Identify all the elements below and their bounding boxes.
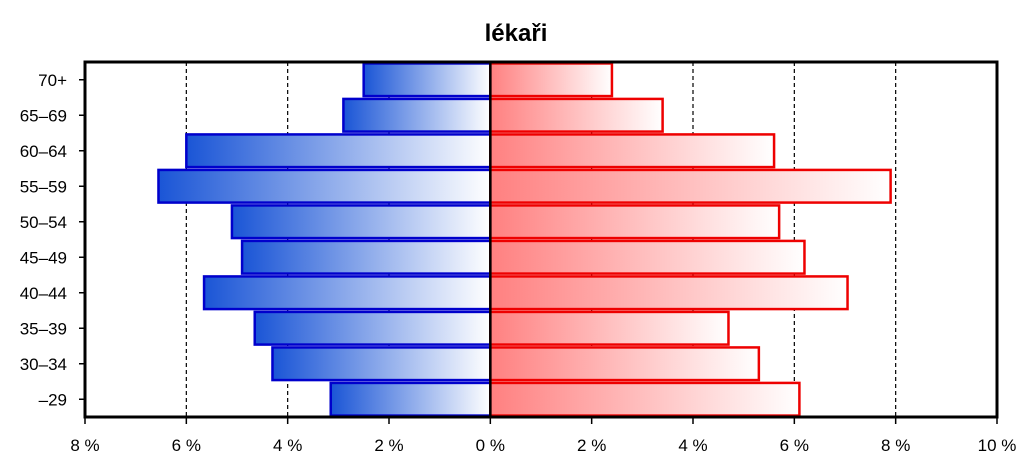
- category-label: 65–69: [20, 106, 67, 125]
- bar-left: [342, 97, 492, 133]
- bar-left: [185, 133, 492, 169]
- bar-right: [489, 97, 664, 133]
- bar-left: [202, 275, 492, 311]
- x-tick-label: 2 %: [577, 436, 606, 455]
- bars: [157, 62, 892, 417]
- x-tick-labels: 8 % 6 % 4 % 2 % 0 % 2 % 4 % 6 % 8 % 10 %: [70, 436, 1016, 455]
- bar-left: [230, 204, 492, 240]
- bar-right: [489, 346, 761, 382]
- bar-left: [271, 346, 492, 382]
- category-label: 40–44: [20, 284, 67, 303]
- bar-right: [489, 168, 892, 204]
- category-label: 35–39: [20, 319, 67, 338]
- category-label: 50–54: [20, 213, 67, 232]
- category-label: –29: [39, 390, 67, 409]
- x-tick-label: 8 %: [881, 436, 910, 455]
- x-tick-label: 4 %: [273, 436, 302, 455]
- bar-right: [489, 239, 806, 275]
- bar-right: [489, 275, 849, 311]
- x-tick-label: 6 %: [780, 436, 809, 455]
- bar-right: [489, 310, 730, 346]
- category-label: 70+: [38, 71, 67, 90]
- bar-left: [362, 62, 492, 98]
- chart-title: lékaři: [485, 20, 548, 47]
- axes: [79, 60, 999, 424]
- bar-right: [489, 133, 776, 169]
- plot-frame: [83, 60, 999, 419]
- category-labels: 70+ 65–69 60–64 55–59 50–54 45–49 40–44 35–39 30…: [20, 71, 67, 410]
- bar-left: [329, 381, 492, 417]
- x-tick-label: 4 %: [678, 436, 707, 455]
- category-label: 55–59: [20, 177, 67, 196]
- category-label: 60–64: [20, 142, 67, 161]
- bar-left: [240, 239, 492, 275]
- x-tick-label: 8 %: [70, 436, 99, 455]
- category-label: 30–34: [20, 355, 67, 374]
- bar-left: [253, 310, 492, 346]
- category-label: 45–49: [20, 248, 67, 267]
- bar-right: [489, 62, 614, 98]
- x-tick-label: 10 %: [978, 436, 1017, 455]
- x-tick-label: 0 %: [476, 436, 505, 455]
- bar-right: [489, 204, 781, 240]
- x-tick-label: 2 %: [374, 436, 403, 455]
- bar-right: [489, 381, 801, 417]
- x-tick-label: 6 %: [172, 436, 201, 455]
- bar-left: [157, 168, 492, 204]
